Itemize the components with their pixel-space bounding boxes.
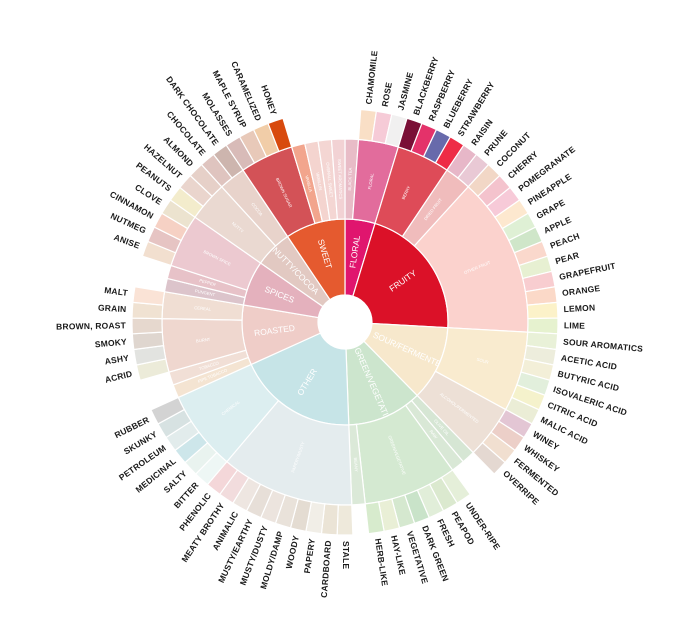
- wheel-center-hole: [318, 295, 372, 349]
- leaf-label-anise: ANISE: [113, 232, 142, 251]
- leaf-label-apple: APPLE: [542, 214, 573, 235]
- leaf-label-rose: ROSE: [380, 81, 394, 107]
- leaf-label-pear: PEAR: [554, 250, 580, 266]
- subcategory-sweet-aromatics[interactable]: [330, 138, 346, 220]
- leaf-label-brown-roast: BROWN, ROAST: [56, 320, 127, 331]
- leaf-label-stale: STALE: [341, 541, 351, 569]
- subcategory-label: FLORAL: [367, 172, 375, 190]
- leaf-label-hay-like: HAY-LIKE: [389, 534, 408, 576]
- leaf-malt[interactable]: [132, 286, 166, 306]
- subcategory-label: PEPPER: [199, 278, 217, 287]
- leaf-label-papery: PAPERY: [302, 538, 317, 574]
- leaf-herb-like[interactable]: [364, 501, 385, 535]
- subcategory-label: BERRY: [401, 185, 412, 200]
- leaf-label-orange: ORANGE: [561, 283, 601, 298]
- leaf-label-chamomile: CHAMOMILE: [364, 50, 380, 105]
- leaf-label-grain: GRAIN: [98, 303, 127, 315]
- subcategory-label: PUNGENT: [194, 288, 215, 297]
- subcategory-label: BEANY: [353, 457, 359, 472]
- leaf-lime[interactable]: [527, 317, 559, 335]
- leaf-label-fresh: FRESH: [435, 517, 457, 548]
- leaf-ring: [131, 108, 559, 536]
- subcategory-label: RAW: [429, 429, 439, 440]
- leaf-stale[interactable]: [336, 504, 354, 536]
- leaf-label-herb-like: HERB-LIKE: [373, 538, 390, 587]
- leaf-label-acrid: ACRID: [104, 369, 133, 385]
- leaf-label-woody: WOODY: [284, 534, 301, 570]
- subcategory-label: OVERALL SWEET: [325, 162, 334, 198]
- leaf-lemon[interactable]: [526, 301, 559, 320]
- subcategory-label: BLACK TEA: [347, 167, 353, 190]
- subcategory-label: BURNT: [196, 337, 211, 344]
- leaf-rubber[interactable]: [150, 396, 186, 425]
- subcategory-label: TOBACCO: [198, 360, 220, 371]
- leaf-label-lime: LIME: [564, 320, 585, 330]
- leaf-label-acetic-acid: ACETIC ACID: [560, 353, 618, 372]
- leaf-label-lemon: LEMON: [563, 302, 595, 314]
- subcategory-label: VANILLIN: [315, 172, 323, 191]
- subcategory-label: VANILLA: [304, 175, 313, 193]
- leaf-label-honey: HONEY: [259, 84, 279, 117]
- leaf-overripe[interactable]: [472, 441, 506, 475]
- leaf-brown-roast[interactable]: [131, 317, 163, 335]
- subcategory-label: CEREAL: [194, 305, 212, 312]
- leaf-label-cardboard: CARDBOARD: [319, 540, 333, 598]
- leaf-label-malt: MALT: [104, 285, 129, 298]
- leaf-label-ashy: ASHY: [104, 353, 130, 367]
- leaf-label-sour-aromatics: SOUR AROMATICS: [563, 336, 644, 353]
- leaf-label-smoky: SMOKY: [94, 336, 127, 349]
- leaf-honey[interactable]: [267, 117, 293, 153]
- subcategory-label: SOUR: [476, 357, 489, 365]
- leaf-label-grapefruit: GRAPEFRUIT: [558, 260, 617, 281]
- category-ring: FLORALFRUITYSOUR/FERMENTEDGREEN/VEGETATI…: [241, 218, 449, 428]
- leaf-label-peach: PEACH: [549, 231, 581, 251]
- leaf-label-jasmine: JASMINE: [395, 71, 415, 112]
- category-label: FLORAL: [347, 234, 362, 268]
- subcategory-label: SWEET AROMATICS: [337, 159, 343, 200]
